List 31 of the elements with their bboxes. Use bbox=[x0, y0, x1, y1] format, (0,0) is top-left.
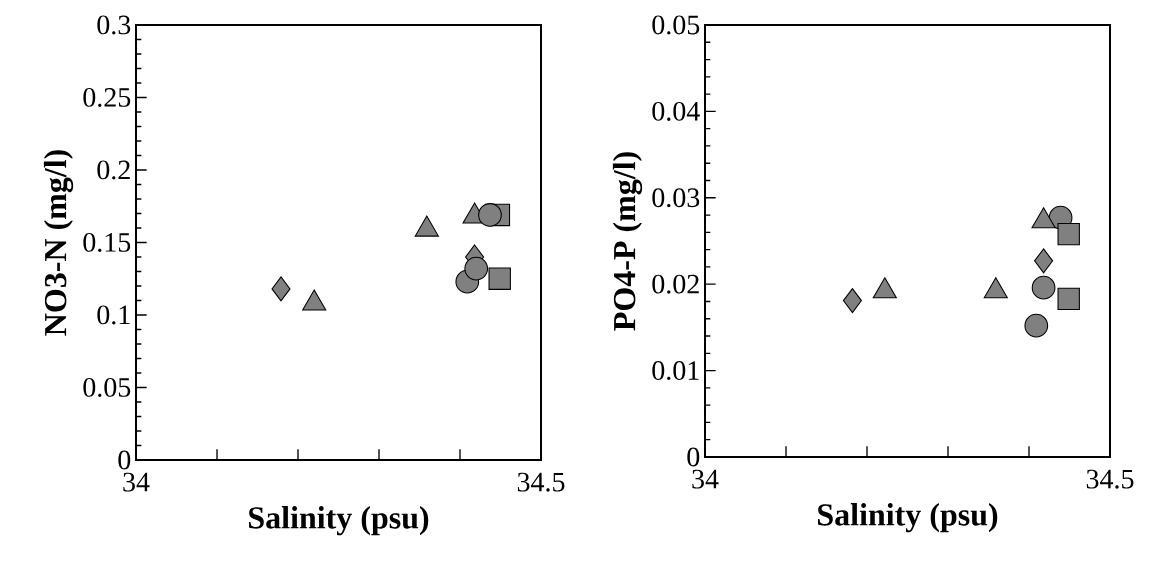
y-tick-label: 0.05 bbox=[652, 15, 700, 35]
x-axis-title: Salinity (psu) bbox=[249, 506, 429, 536]
y-tick-label: 0 bbox=[118, 450, 131, 470]
point bbox=[1057, 222, 1080, 246]
y-tick-label: 0.3 bbox=[97, 15, 131, 35]
point bbox=[271, 276, 291, 302]
x-tick-label: 34 bbox=[123, 472, 150, 492]
y-tick-label: 0.02 bbox=[652, 274, 699, 294]
point bbox=[488, 267, 511, 290]
point bbox=[478, 203, 502, 227]
y-tick-label: 0.05 bbox=[83, 377, 131, 397]
y-tick-label: 0 bbox=[687, 447, 700, 467]
y-tick-label: 0.1 bbox=[97, 305, 130, 325]
y-axis-title: PO4-P (mg/l) bbox=[612, 152, 643, 331]
point bbox=[464, 256, 489, 281]
y-tick-label: 0.01 bbox=[652, 361, 699, 381]
x-tick-label: 34.5 bbox=[517, 472, 565, 492]
y-tick-label: 0.03 bbox=[652, 188, 700, 208]
point bbox=[1057, 287, 1080, 311]
x-axis-title: Salinity (psu) bbox=[818, 503, 998, 533]
y-axis-title: NO3-N (mg/l) bbox=[43, 150, 74, 336]
x-tick-label: 34.5 bbox=[1086, 469, 1134, 489]
y-tick-label: 0.15 bbox=[83, 232, 131, 252]
y-tick-label: 0.25 bbox=[83, 87, 131, 107]
point bbox=[842, 288, 862, 314]
x-tick-label: 34 bbox=[692, 469, 719, 489]
point bbox=[1024, 313, 1049, 338]
y-tick-label: 0.04 bbox=[652, 101, 700, 121]
point bbox=[1034, 248, 1054, 274]
y-tick-label: 0.2 bbox=[97, 160, 130, 180]
point bbox=[1031, 275, 1056, 300]
